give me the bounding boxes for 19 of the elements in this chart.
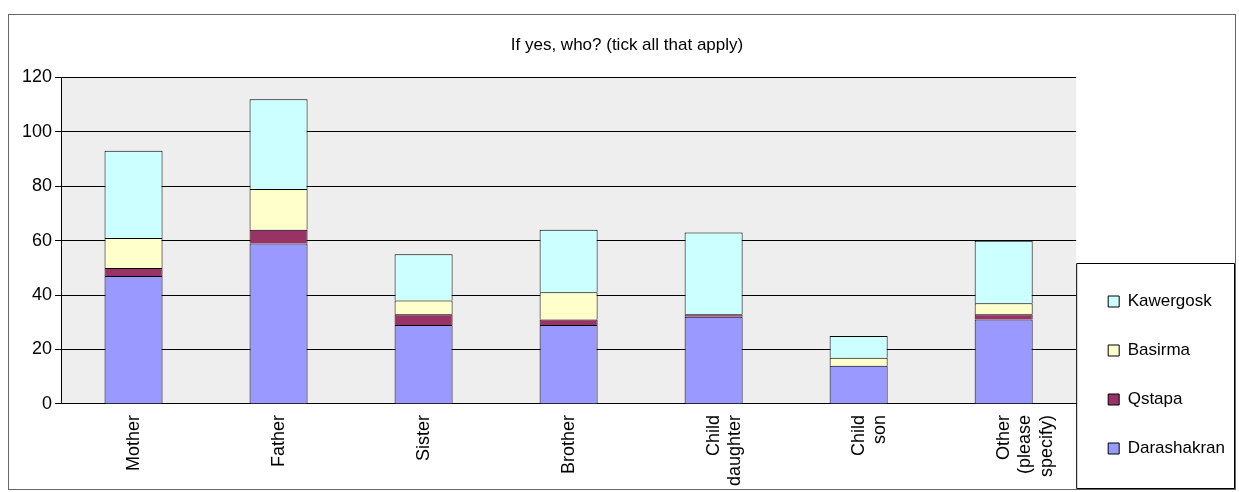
x-tick-label: Child son bbox=[847, 414, 890, 456]
y-tick-label: 20 bbox=[32, 338, 53, 359]
y-tick-label: 100 bbox=[21, 120, 53, 141]
legend-label: Kawergosk bbox=[1127, 291, 1213, 311]
x-tick-label: Sister bbox=[412, 414, 433, 461]
x-tick-label: Brother bbox=[557, 414, 578, 474]
x-tick-label: Child daughter bbox=[702, 414, 745, 486]
x-tick-label: Father bbox=[267, 414, 288, 467]
y-tick-label: 0 bbox=[42, 392, 53, 413]
x-tick-label: Other (please specify) bbox=[992, 414, 1056, 477]
y-tick-label: 80 bbox=[32, 175, 53, 196]
legend-label: Qstapa bbox=[1127, 389, 1184, 409]
x-tick-label: Mother bbox=[122, 414, 143, 471]
legend-label: Darashakran bbox=[1127, 438, 1225, 458]
legend-label: Basirma bbox=[1127, 340, 1191, 360]
chart-title: If yes, who? (tick all that apply) bbox=[510, 34, 744, 54]
y-tick-label: 120 bbox=[21, 66, 53, 87]
y-tick-label: 40 bbox=[32, 284, 53, 305]
y-tick-label: 60 bbox=[32, 229, 53, 250]
